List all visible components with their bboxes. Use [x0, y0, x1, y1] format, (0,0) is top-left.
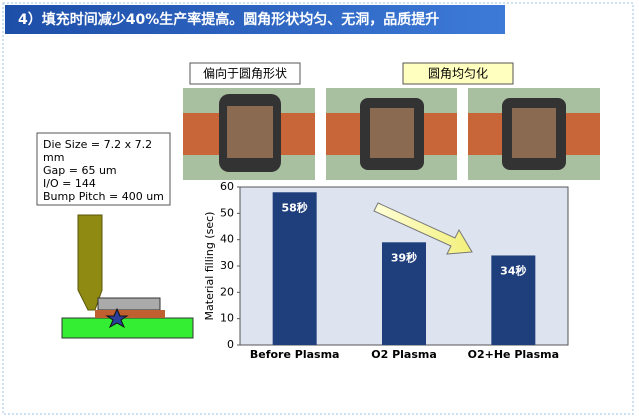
- photos: [183, 88, 600, 180]
- y-tick-label: 0: [227, 338, 234, 351]
- die-info-line: I/O = 144: [43, 177, 96, 190]
- label-box: [402, 62, 514, 85]
- y-tick-label: 40: [220, 233, 234, 246]
- die-info-line: Gap = 65 um: [43, 164, 117, 177]
- y-tick-label: 50: [220, 206, 234, 219]
- y-tick-label: 60: [220, 180, 234, 193]
- title-banner: [5, 5, 505, 34]
- dispense-diagram: [61, 214, 194, 339]
- value-label: 58秒: [282, 200, 308, 214]
- frame: [2, 2, 634, 415]
- y-tick-label: 30: [220, 259, 234, 272]
- photo-label: 偏向于圆角形状: [203, 66, 287, 81]
- photo: [468, 88, 600, 180]
- x-tick-label: Before Plasma: [250, 348, 340, 361]
- bar: [491, 255, 536, 345]
- y-axis-label: Material filling (sec): [203, 212, 216, 321]
- photo: [183, 88, 315, 180]
- y-tick-label: 20: [220, 285, 234, 298]
- die-info-line: Bump Pitch = 400 um: [43, 190, 164, 203]
- value-label: 39秒: [391, 250, 417, 264]
- die-info-line: mm: [43, 151, 64, 164]
- y-tick-label: 10: [220, 312, 234, 325]
- die-info: Die Size = 7.2 x 7.2 mm Gap = 65 um I/O …: [43, 138, 164, 203]
- photo-label: 圆角均匀化: [428, 67, 488, 81]
- bar: [272, 192, 317, 345]
- title: 4）填充时间减少40%生产率提高。圆角形状均匀、无洞，品质提升: [18, 11, 439, 28]
- die-info-line: Die Size = 7.2 x 7.2: [43, 138, 152, 151]
- photo: [326, 88, 457, 180]
- die-info-box: [36, 132, 171, 206]
- bar: [382, 242, 426, 345]
- x-tick-label: O2 Plasma: [371, 348, 437, 361]
- chart: Material filling (sec) 0 10 20 30 40 50 60 Befo…: [203, 180, 569, 361]
- x-tick-label: O2+He Plasma: [468, 348, 559, 361]
- label-box: [189, 62, 301, 85]
- trend-arrow: [373, 202, 473, 255]
- value-label: 34秒: [500, 263, 526, 277]
